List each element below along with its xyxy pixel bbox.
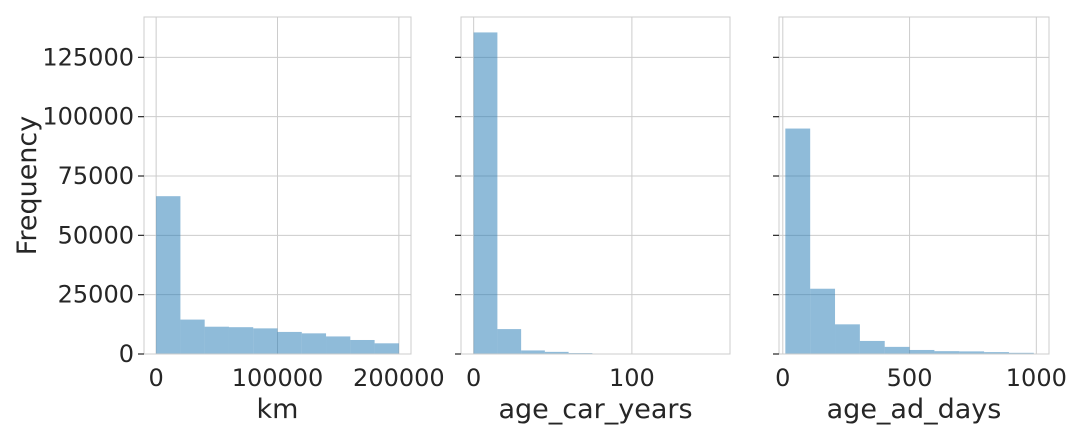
x-axis-label: km (257, 394, 299, 425)
histogram-bar (350, 340, 374, 354)
histogram-bar (302, 333, 326, 354)
y-tick-label: 25000 (58, 281, 134, 309)
y-tick-label: 50000 (58, 221, 134, 249)
y-axis-label: Frequency (12, 116, 43, 256)
histogram-bar (785, 129, 810, 354)
histogram-bar (860, 341, 885, 354)
histogram-bar (180, 320, 204, 354)
x-tick-label: 0 (466, 364, 481, 392)
x-tick-label: 0 (775, 364, 790, 392)
histogram-bar (253, 328, 277, 354)
y-tick-label: 75000 (58, 162, 134, 190)
y-tick-label: 0 (119, 340, 134, 368)
histogram-bar (910, 350, 935, 354)
x-tick-label: 100 (609, 364, 655, 392)
histogram-bar (205, 327, 229, 354)
subplot-frame (461, 17, 730, 354)
histogram-bar (375, 343, 399, 354)
histogram-bar (326, 336, 350, 354)
x-axis-label: age_car_years (498, 394, 692, 425)
histogram-bar (521, 350, 545, 354)
subplot-1: 0 25000 50000 75000 100000 125000 0 100000 20000… (42, 17, 444, 425)
x-tick-label: 100000 (232, 364, 324, 392)
x-tick-label: 1000 (1006, 364, 1067, 392)
y-tick-label: 100000 (42, 103, 134, 131)
x-tick-label: 500 (887, 364, 933, 392)
y-tick-label: 125000 (42, 43, 134, 71)
histogram-bar (885, 347, 910, 354)
x-axis-label: age_ad_days (827, 394, 1002, 425)
x-tick-label: 0 (148, 364, 163, 392)
histogram-bar (229, 327, 253, 354)
histogram-bar (835, 324, 860, 354)
x-tick-label: 200000 (353, 364, 445, 392)
histogram-bar (278, 332, 302, 354)
histogram-bar (497, 329, 521, 354)
histogram-bar (156, 196, 180, 354)
histogram-bar (474, 32, 498, 354)
histogram-bar (810, 289, 835, 354)
